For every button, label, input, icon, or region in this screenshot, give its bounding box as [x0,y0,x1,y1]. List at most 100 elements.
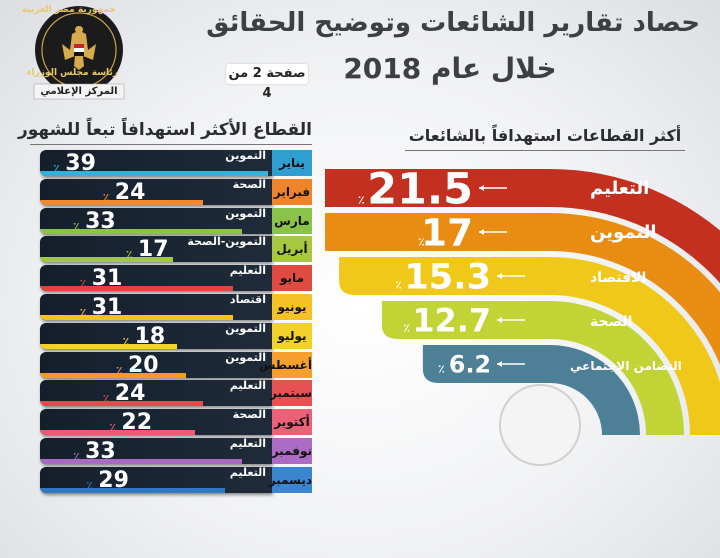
sector-value: 15.3 [404,257,491,298]
month-percent-sign: ٪ [116,363,123,377]
arrow-head-icon [497,317,502,323]
month-label: يناير [272,150,312,176]
month-sector-label: التعليم [229,438,266,450]
month-row: التموين-الصحة ٪ 17 أبريل [40,236,312,263]
month-row: التعليم ٪ 24 سبتمبر [40,380,312,407]
sector-band [422,345,640,435]
month-label: يوليو [272,322,312,349]
month-percent-sign: ٪ [73,219,80,233]
month-row: اقتصاد ٪ 31 يونيو [40,294,312,320]
monthly-title-divider [30,144,312,145]
month-percent-sign: ٪ [79,277,87,291]
month-sector-label: التموين-الصحة [187,236,266,249]
month-value: 22 [121,410,153,436]
sector-name: التضامن الاجتماعي [570,359,682,373]
month-bar: التعليم ٪ 29 [40,466,272,493]
sector-name: التموين [590,222,657,243]
month-value: 31 [91,266,123,292]
sectors-title-divider [405,150,685,151]
month-bar: التموين ٪ 18 [40,322,272,349]
month-row: التموين ٪ 39 يناير [40,150,312,176]
month-sector-label: التموين [225,207,266,220]
sector-percent-sign: ٪ [395,279,402,292]
sector-band-shape [325,169,720,284]
sector-arc-chart: التعليم21.5٪التموين17٪الاقتصاد15.3٪الصحة… [325,164,720,466]
month-bar: التموين ٪ 20 [40,351,272,378]
month-accent-stripe [40,199,204,205]
month-bar: الصحة ٪ 24 [40,178,272,205]
arrow-head-icon [479,185,484,191]
month-sector-label: التعليم [229,265,266,278]
sector-band [325,169,720,284]
month-bar: اقتصاد ٪ 31 [40,294,272,320]
sectors-chart-title: أكثر القطاعات استهدافاً بالشائعات [408,126,682,145]
sector-percent-sign: ٪ [438,363,445,376]
month-label: نوفمبر [272,438,312,464]
month-accent-stripe [40,401,204,407]
month-label: ديسمبر [269,466,312,493]
month-percent-sign: ٪ [53,162,61,175]
logo-middle-text: رئاسة مجلس الوزراء [26,68,118,78]
month-value: 33 [85,208,116,234]
month-sector-label: الصحة [232,178,266,191]
month-accent-stripe [40,487,225,493]
sector-band-shape [381,301,684,435]
month-percent-sign: ٪ [122,334,130,348]
month-percent-sign: ٪ [102,190,110,204]
sector-percent-sign: ٪ [418,235,425,248]
month-percent-sign: ٪ [102,392,110,406]
month-percent-sign: ٪ [109,421,117,435]
month-bar: التعليم ٪ 33 [40,438,272,464]
month-row: التموين ٪ 20 أغسطس [40,351,312,378]
month-label: فبراير [272,178,312,205]
month-accent-stripe [40,459,242,464]
page-indicator: صفحة 2 من 4 [226,64,308,101]
arrow-head-icon [497,273,502,279]
month-label: أغسطس [259,351,312,378]
sector-value: 6.2 [449,351,491,379]
month-row: التعليم ٪ 31 مايو [40,265,312,292]
month-row: الصحة ٪ 24 فبراير [40,178,312,205]
sector-band [381,301,684,435]
sector-band-shape [422,345,640,435]
month-value: 20 [128,352,159,378]
month-bar: التعليم ٪ 31 [40,265,272,292]
sector-band [339,257,720,435]
month-label: سبتمبر [270,380,312,407]
sector-value: 12.7 [412,301,491,339]
month-accent-stripe [40,343,178,349]
logo-bottom-text: المركز الإعلامي [40,86,118,97]
month-value: 39 [65,151,96,176]
month-row: الصحة ٪ 22 أكتوبر [40,409,312,436]
egypt-cabinet-logo [33,6,125,100]
sector-value: 17 [421,210,473,254]
sector-name: التعليم [590,178,649,199]
arc-center-circle [499,384,581,466]
monthly-chart-title: القطاع الأكثر استهدافاً تبعاً للشهور [17,120,312,140]
month-sector-label: اقتصاد [229,294,266,306]
month-label: مايو [272,265,312,292]
month-value: 29 [98,467,129,493]
sector-percent-sign: ٪ [403,321,410,334]
month-accent-stripe [40,315,234,320]
logo-top-text: جمهورية مصر العربية [21,5,116,15]
month-label: أبريل [272,236,312,263]
month-accent-stripe [40,171,268,176]
arrow-head-icon [479,229,484,235]
sector-band-shape [339,257,720,435]
month-value: 17 [137,237,169,263]
arrow-head-icon [497,361,502,367]
month-accent-stripe [40,372,186,378]
sector-name: الاقتصاد [590,270,646,286]
month-value: 24 [114,381,146,407]
month-bar: التموين-الصحة ٪ 17 [40,236,272,263]
page-subtitle: خلال عام 2018 [343,52,557,85]
month-accent-stripe [40,430,195,436]
month-row: التعليم ٪ 33 نوفمبر [40,438,312,464]
month-row: التموين ٪ 33 مارس [40,207,312,234]
month-sector-label: التموين [225,351,266,364]
month-row: التعليم ٪ 29 ديسمبر [40,466,312,493]
month-accent-stripe [40,286,234,292]
month-row: التموين ٪ 18 يوليو [40,322,312,349]
month-percent-sign: ٪ [73,450,80,463]
